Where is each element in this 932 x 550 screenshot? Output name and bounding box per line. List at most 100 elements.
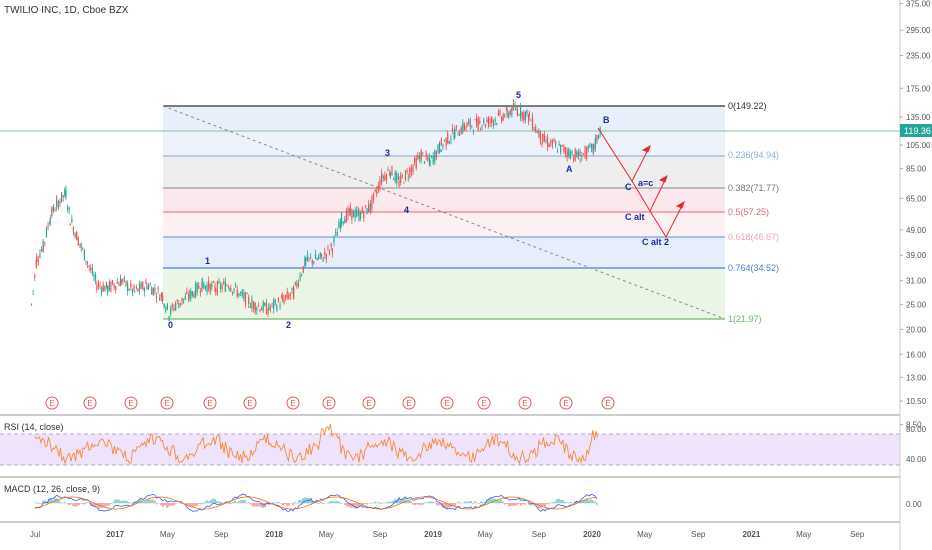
price-candle-body	[524, 111, 526, 121]
macd-histogram-bar	[130, 503, 132, 504]
rsi-axis-80: 80.00	[906, 425, 927, 434]
macd-histogram-bar	[470, 501, 472, 504]
price-candle-body	[385, 173, 388, 181]
price-candle-body	[238, 293, 240, 297]
price-candle-body	[145, 280, 147, 284]
price-candle-body	[519, 106, 522, 117]
macd-histogram-bar	[492, 498, 494, 504]
price-candle-body	[173, 307, 175, 311]
price-candle-body	[425, 152, 427, 157]
macd-histogram-bar	[256, 503, 258, 507]
earnings-marker[interactable]	[322, 396, 336, 410]
rsi-pane[interactable]: RSI (14, close)	[0, 422, 900, 466]
price-candle-body	[427, 158, 429, 160]
macd-histogram-bar	[250, 503, 252, 505]
earnings-marker[interactable]	[518, 396, 532, 410]
price-candle-body	[536, 130, 538, 134]
price-candle-body	[364, 205, 367, 207]
price-candle-body	[149, 284, 151, 286]
macd-histogram-bar	[300, 500, 302, 504]
price-candle-body	[590, 143, 593, 149]
earnings-marker[interactable]	[243, 396, 257, 410]
time-tick-label: 2017	[106, 530, 124, 539]
macd-histogram-bar	[248, 502, 250, 504]
price-candle-body	[30, 303, 33, 305]
price-candle-body	[314, 253, 317, 260]
price-candle-body	[51, 207, 53, 217]
macd-histogram-bar	[240, 500, 242, 504]
price-candle-body	[64, 189, 66, 196]
macd-histogram-bar	[384, 502, 386, 504]
earnings-marker[interactable]	[203, 396, 217, 410]
price-candle-body	[246, 293, 248, 295]
earnings-marker[interactable]	[362, 396, 376, 410]
macd-histogram-bar	[558, 498, 560, 504]
fib-trend-line	[162, 105, 726, 320]
macd-histogram-bar	[364, 503, 366, 504]
fib-zone-0-236b	[163, 132, 725, 156]
macd-histogram-bar	[274, 502, 276, 504]
earnings-marker[interactable]	[286, 396, 300, 410]
price-candle-body	[382, 176, 384, 178]
price-axis[interactable]: 375.00 295.00 235.00 175.00 135.00 105.00 85.0…	[899, 0, 932, 550]
earnings-marker[interactable]	[440, 396, 454, 410]
price-tick-label: 25.00	[906, 301, 927, 310]
price-candle-body	[328, 250, 331, 254]
price-candle-body	[502, 114, 504, 121]
price-candle-body	[515, 108, 517, 111]
fib-label-382: 0.382(71.77)	[728, 183, 779, 193]
macd-histogram-bar	[204, 501, 206, 504]
price-candle-body	[190, 290, 192, 300]
price-candle-body	[392, 178, 395, 180]
earnings-marker[interactable]	[45, 396, 59, 410]
price-candle-body	[455, 125, 458, 127]
earnings-marker[interactable]	[477, 396, 491, 410]
macd-histogram-bar	[142, 501, 144, 504]
macd-histogram-bar	[294, 501, 296, 504]
price-candle-body	[587, 145, 589, 150]
macd-pane[interactable]: MACD (12, 26, close, 9)	[4, 484, 598, 512]
price-candle-body	[422, 152, 424, 154]
price-candle-body	[45, 228, 48, 237]
macd-histogram-bar	[212, 498, 214, 504]
earnings-marker[interactable]	[559, 396, 573, 410]
earnings-marker[interactable]	[601, 396, 615, 410]
macd-histogram-bar	[560, 499, 562, 504]
price-candle-body	[494, 119, 496, 122]
price-candle-body	[241, 292, 243, 296]
price-candle-body	[299, 275, 301, 280]
macd-histogram-bar	[202, 503, 204, 505]
earnings-marker-label: E	[481, 399, 486, 408]
price-candle-body	[396, 173, 398, 184]
price-candle-body	[500, 117, 503, 122]
macd-histogram-bar	[214, 499, 216, 504]
macd-histogram-bar	[258, 503, 260, 507]
price-candle-body	[465, 126, 467, 130]
time-tick-label: Sep	[214, 530, 229, 539]
macd-histogram-bar	[568, 502, 570, 504]
price-candle-body	[352, 210, 355, 218]
price-candle-body	[162, 294, 164, 301]
earnings-marker[interactable]	[124, 396, 138, 410]
time-tick-label: Sep	[373, 530, 388, 539]
price-candle-body	[208, 280, 210, 289]
price-candle-body	[99, 285, 101, 287]
earnings-marker[interactable]	[83, 396, 97, 410]
macd-histogram-bar	[544, 503, 546, 508]
time-axis[interactable]: Jul 2017 May Sep 2018 May Sep 2019 May Sep 2020 May…	[30, 530, 865, 539]
price-candle-body	[523, 112, 525, 120]
price-candle-body	[253, 301, 255, 310]
macd-histogram-bar	[208, 501, 210, 504]
price-candle-body	[157, 288, 159, 290]
earnings-marker[interactable]	[402, 396, 416, 410]
price-candle-body	[235, 284, 237, 286]
rsi-axis-40: 40.00	[906, 455, 927, 464]
price-candle-body	[194, 284, 197, 298]
macd-histogram-bar	[382, 502, 384, 504]
price-candle-body	[34, 274, 36, 278]
price-tick-label: 235.00	[906, 52, 931, 61]
macd-histogram-bar	[512, 503, 514, 506]
earnings-marker[interactable]	[160, 396, 174, 410]
price-candle-body	[389, 173, 391, 175]
